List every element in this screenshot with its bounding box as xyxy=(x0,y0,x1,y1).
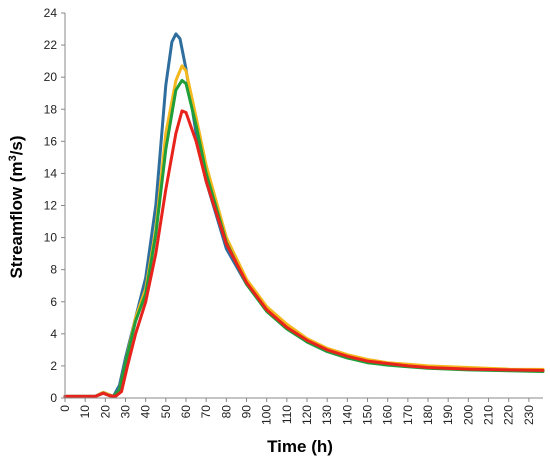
x-tick-label: 170 xyxy=(401,405,415,425)
series-line-4 xyxy=(63,109,545,398)
x-tick-label: 150 xyxy=(361,405,375,425)
series-layer xyxy=(63,32,545,398)
y-axis-title-superscript: 3 xyxy=(7,155,19,161)
series-line-1 xyxy=(63,32,545,398)
y-tick-label: 14 xyxy=(44,166,58,180)
y-tick-label: 8 xyxy=(50,263,57,277)
x-tick-label: 60 xyxy=(179,405,193,419)
x-tick-label: 100 xyxy=(260,405,274,425)
y-tick-label: 24 xyxy=(44,6,58,20)
x-tick-label: 80 xyxy=(219,405,233,419)
y-axis-title: Streamflow (m3/s) xyxy=(7,135,26,278)
x-tick-label: 190 xyxy=(441,405,455,425)
y-tick-label: 4 xyxy=(50,327,57,341)
y-tick-label: 2 xyxy=(50,359,57,373)
y-tick-label: 6 xyxy=(50,295,57,309)
y-tick-label: 12 xyxy=(44,199,58,213)
y-tick-label: 10 xyxy=(44,231,58,245)
series-line-3 xyxy=(63,78,545,398)
y-tick-label: 16 xyxy=(44,134,58,148)
y-tick-label: 20 xyxy=(44,70,58,84)
x-tick-label: 10 xyxy=(78,405,92,419)
x-tick-label: 90 xyxy=(240,405,254,419)
x-tick-label: 30 xyxy=(119,405,133,419)
x-tick-label: 230 xyxy=(522,405,536,425)
x-tick-label: 0 xyxy=(58,405,72,412)
y-axis-title-main: Streamflow (m xyxy=(7,161,26,278)
x-tick-label: 200 xyxy=(461,405,475,425)
y-tick-label: 0 xyxy=(50,391,57,405)
x-tick-label: 140 xyxy=(340,405,354,425)
x-axis-ticks: 0 10 20 30 40 50 60 70 80 90 100 110 120 130 140 150 160… xyxy=(58,398,536,425)
x-tick-label: 160 xyxy=(381,405,395,425)
x-tick-label: 70 xyxy=(199,405,213,419)
x-axis-title: Time (h) xyxy=(267,437,333,456)
x-tick-label: 120 xyxy=(300,405,314,425)
x-tick-label: 20 xyxy=(98,405,112,419)
x-tick-label: 50 xyxy=(159,405,173,419)
x-tick-label: 130 xyxy=(320,405,334,425)
x-tick-label: 210 xyxy=(482,405,496,425)
x-tick-label: 220 xyxy=(502,405,516,425)
y-axis-title-unit: /s) xyxy=(7,135,26,155)
x-tick-label: 180 xyxy=(421,405,435,425)
series-line-2 xyxy=(63,64,545,398)
x-tick-label: 110 xyxy=(280,405,294,424)
x-tick-label: 40 xyxy=(139,405,153,419)
y-tick-label: 18 xyxy=(44,102,58,116)
y-tick-label: 22 xyxy=(44,38,58,52)
